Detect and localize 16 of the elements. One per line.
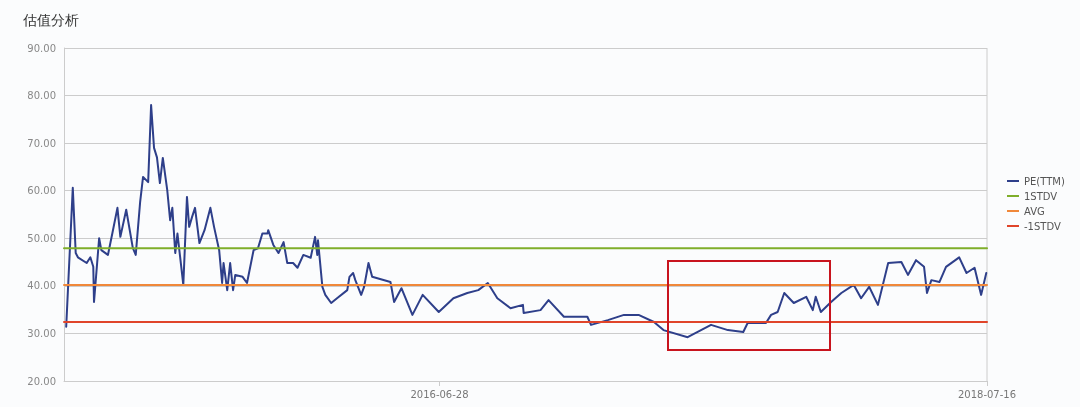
y-tick-label: 80.00 (27, 90, 56, 102)
y-tick-label: 70.00 (27, 137, 56, 149)
y-tick-label: 30.00 (27, 327, 56, 339)
legend-label: 1STDV (1024, 190, 1058, 202)
legend-label: AVG (1024, 205, 1045, 217)
line-series (65, 104, 988, 339)
x-tick-label: 2018-07-16 (957, 388, 1017, 400)
legend-label: -1STDV (1024, 220, 1061, 232)
legend-label: PE(TTM) (1024, 175, 1065, 187)
y-tick-label: 60.00 (27, 185, 56, 197)
x-tick-label: 2016-06-28 (410, 388, 469, 400)
chart-title: 估值分析 (22, 12, 79, 28)
y-tick-label: 90.00 (27, 42, 56, 54)
y-tick-label: 50.00 (27, 232, 56, 244)
y-tick-label: 40.00 (27, 280, 56, 292)
y-tick-label: 20.00 (27, 375, 56, 387)
